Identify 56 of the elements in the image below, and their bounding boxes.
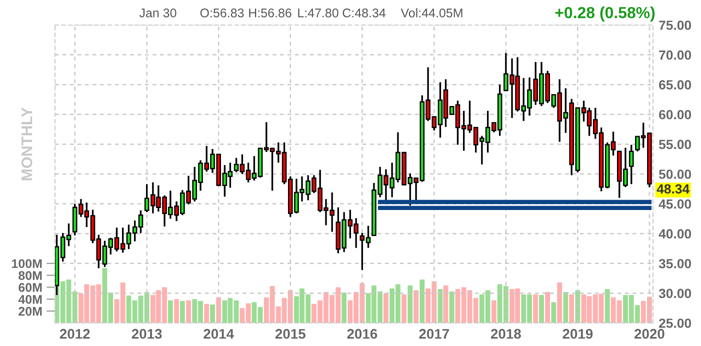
bar	[551, 302, 556, 323]
x-tick-label: 2020	[634, 328, 664, 339]
text: Jan 30	[139, 8, 176, 18]
text: O:56.83	[200, 8, 244, 18]
y-tick-label: 55.00	[658, 140, 692, 150]
y-tick-label: 65.00	[659, 80, 692, 90]
text: Vol:44.05M	[400, 8, 462, 18]
bar	[557, 282, 562, 323]
bar	[604, 289, 610, 323]
bar	[204, 304, 210, 323]
bar	[342, 292, 347, 323]
y-tick-label: 70.00	[659, 50, 692, 60]
x-tick-label: 2014	[204, 328, 234, 339]
bar	[420, 279, 425, 323]
bar	[168, 300, 173, 323]
y2-tick-label: 20M	[18, 306, 42, 316]
bar	[383, 293, 388, 323]
text: C:48.34	[342, 8, 386, 18]
bar	[402, 294, 407, 323]
candlestick	[628, 144, 634, 185]
text: H:56.86	[249, 8, 292, 18]
y-tick-label: 75.00	[659, 20, 692, 30]
y2-tick-label: 100M	[12, 259, 42, 268]
x-tick-label: 2012	[60, 328, 90, 339]
bar	[563, 292, 568, 323]
y-tick-label: 35.00	[658, 258, 692, 268]
y-tick-label: 50.00	[658, 170, 692, 179]
y2-tick-label: 40M	[18, 294, 42, 304]
bar	[210, 304, 215, 323]
annotation: 48.34	[656, 184, 690, 194]
y-tick-label: 60.00	[659, 110, 692, 120]
bar	[545, 292, 550, 323]
y-tick-label: 40.00	[658, 229, 692, 239]
y-tick-label: 25.00	[659, 318, 692, 328]
bar	[569, 294, 574, 323]
y2-tick-label: 60M	[18, 283, 42, 292]
x-tick-label: 2018	[490, 328, 521, 339]
bar	[414, 290, 418, 323]
bar	[539, 294, 544, 323]
text: L:47.80	[298, 8, 338, 18]
y2-tick-label: 80M	[18, 271, 42, 280]
bar	[180, 300, 185, 323]
x-tick-label: 2015	[275, 328, 306, 339]
chart-subtitle: +0.28 (0.58%)	[555, 6, 655, 22]
bar	[408, 285, 413, 323]
bar	[533, 294, 538, 323]
y-tick-label: 45.00	[658, 199, 692, 209]
y-tick-label: 30.00	[658, 288, 692, 298]
x-tick-label: 2019	[562, 328, 593, 339]
bar	[491, 300, 496, 323]
bar	[186, 300, 191, 323]
bar	[174, 299, 179, 323]
bar	[449, 291, 454, 323]
x-tick-label: 2016	[347, 328, 378, 339]
x-tick-label: 2013	[132, 328, 162, 339]
x-tick-label: 2017	[419, 328, 449, 339]
